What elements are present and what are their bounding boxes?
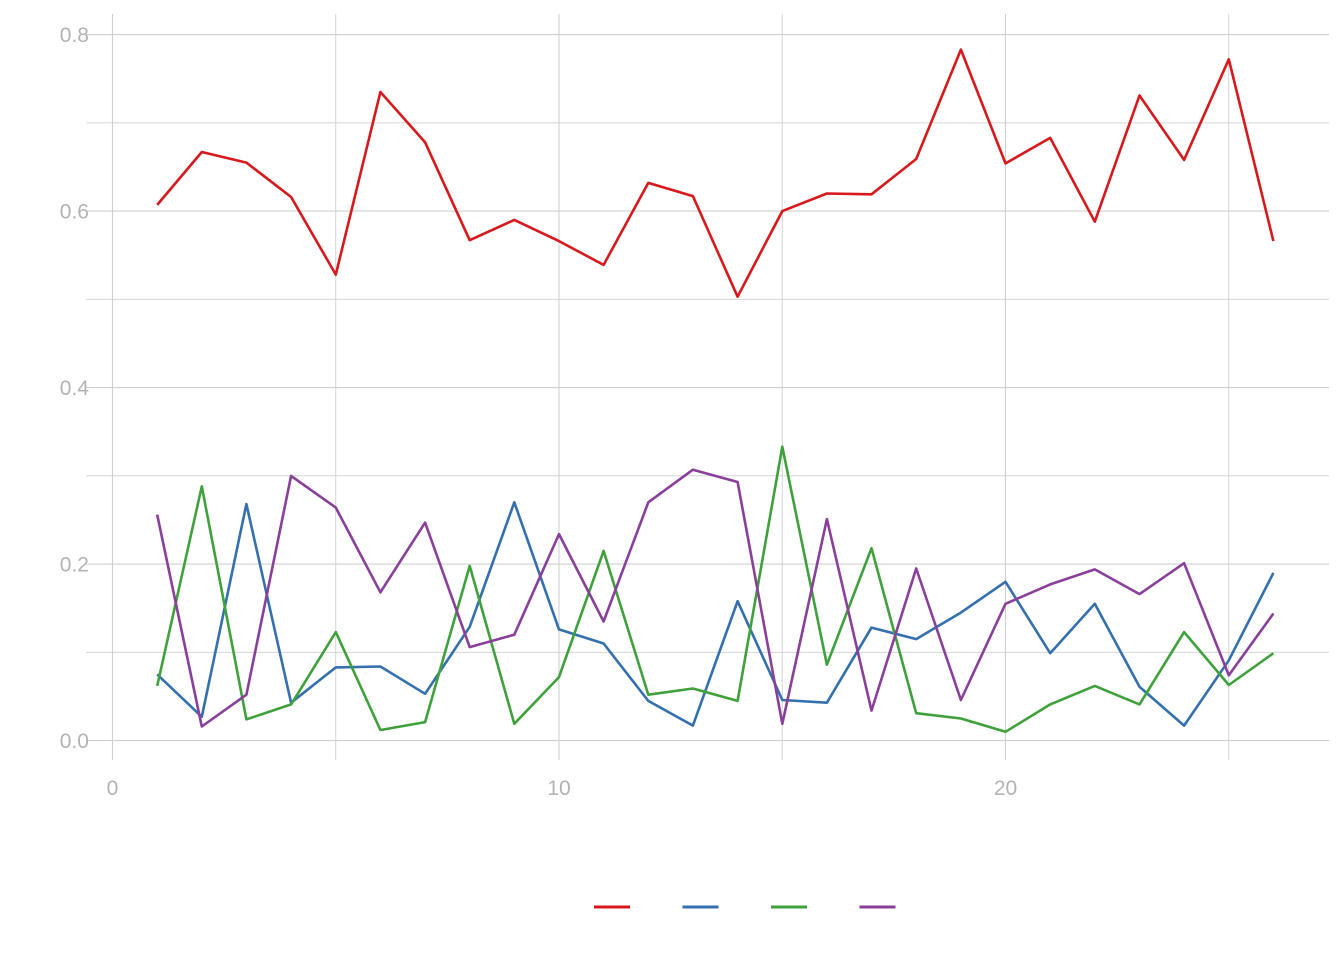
series-line-2 bbox=[156, 500, 1275, 727]
major-grid bbox=[86, 14, 1329, 760]
y-tick-label: 0.2 bbox=[60, 554, 89, 577]
x-axis-tick-labels: 0 10 20 bbox=[107, 777, 1018, 800]
minor-grid bbox=[86, 14, 1329, 760]
series-layer bbox=[155, 48, 1275, 734]
y-tick-label: 0.4 bbox=[60, 377, 90, 400]
x-tick-label: 0 bbox=[107, 777, 119, 800]
y-tick-label: 0.0 bbox=[60, 730, 89, 753]
series-line-1 bbox=[156, 48, 1275, 299]
x-tick-label: 10 bbox=[547, 777, 570, 800]
y-tick-label: 0.6 bbox=[60, 201, 89, 224]
series-line-4 bbox=[155, 468, 1275, 728]
y-axis-tick-labels: 0.0 0.2 0.4 0.6 0.8 bbox=[60, 24, 90, 753]
y-tick-label: 0.8 bbox=[60, 24, 89, 47]
series-line-3 bbox=[155, 445, 1275, 734]
x-tick-label: 20 bbox=[994, 777, 1017, 800]
